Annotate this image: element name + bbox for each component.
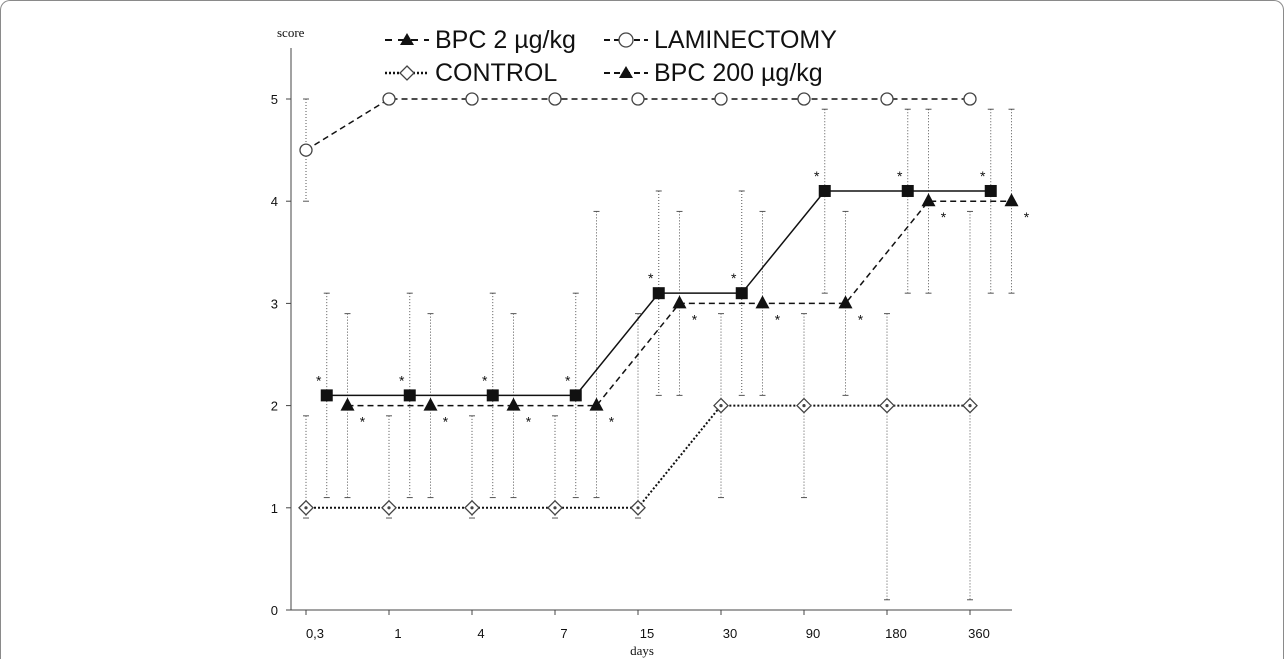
legend-label-bpc2: BPC 2 µg/kg: [435, 26, 576, 54]
bpc2-point: [818, 184, 831, 197]
significance-stars: * * * * * * * * * * * * * * * * * *: [316, 168, 1030, 430]
laminectomy-point: [465, 92, 479, 106]
control-point-center: [636, 506, 640, 510]
significance-star: *: [565, 372, 571, 388]
significance-star: *: [814, 168, 820, 184]
laminectomy-series-line: [305, 98, 970, 151]
bpc2-point: [984, 184, 997, 197]
x-tick-label: 30: [723, 626, 737, 641]
bpc200-point: [921, 193, 936, 207]
control-series-line: [306, 404, 970, 509]
x-tick-label: 15: [640, 626, 654, 641]
y-tick-label: 0: [271, 603, 278, 618]
x-tick-label: 4: [477, 626, 484, 641]
significance-star: *: [692, 311, 698, 327]
bpc200-point: [755, 295, 770, 309]
axes: [290, 48, 1012, 611]
significance-star: *: [1024, 209, 1030, 225]
bpc200-point: [340, 397, 355, 411]
control-point-center: [802, 404, 806, 408]
bpc200-point: [1004, 193, 1019, 207]
x-tick-label: 0,3: [306, 626, 324, 641]
laminectomy-point: [548, 92, 562, 106]
y-tick-label: 1: [271, 501, 278, 516]
laminectomy-point: [631, 92, 645, 106]
control-point-center: [885, 404, 889, 408]
control-point-center: [968, 404, 972, 408]
control-point-center: [553, 506, 557, 510]
legend-marker-bpc200: [619, 66, 633, 78]
y-tick-label: 2: [271, 399, 278, 414]
laminectomy-point: [797, 92, 811, 106]
bpc2-point: [735, 287, 748, 300]
x-tick-label: 1: [394, 626, 401, 641]
bpc200-point: [589, 397, 604, 411]
legend: BPC 2 µg/kg LAMINECTOMY CONTROL BPC 200 µg/…: [385, 26, 837, 87]
bpc200-point: [838, 295, 853, 309]
significance-star: *: [941, 209, 947, 225]
y-tick-label: 4: [271, 194, 278, 209]
error-bars: [303, 98, 1015, 601]
legend-marker-control: [399, 65, 415, 81]
significance-star: *: [731, 270, 737, 286]
legend-label-laminectomy: LAMINECTOMY: [654, 26, 837, 54]
x-axis-title: days: [630, 643, 654, 658]
laminectomy-point: [299, 143, 313, 157]
bpc2-point: [403, 389, 416, 402]
y-axis-title: score: [277, 25, 305, 40]
bpc2-point: [652, 287, 665, 300]
significance-star: *: [897, 168, 903, 184]
x-tick-label: 7: [560, 626, 567, 641]
significance-star: *: [609, 414, 615, 430]
laminectomy-point: [382, 92, 396, 106]
significance-star: *: [399, 372, 405, 388]
y-tick-label: 5: [271, 92, 278, 107]
laminectomy-point: [714, 92, 728, 106]
significance-star: *: [526, 414, 532, 430]
control-point-center: [304, 506, 308, 510]
markers: [298, 92, 1019, 516]
laminectomy-point: [880, 92, 894, 106]
y-tick-label: 3: [271, 296, 278, 311]
significance-star: *: [775, 311, 781, 327]
legend-marker-laminectomy: [618, 32, 634, 48]
significance-star: *: [360, 414, 366, 430]
control-point-center: [719, 404, 723, 408]
x-tick-label: 360: [968, 626, 990, 641]
bpc200-point: [506, 397, 521, 411]
laminectomy-point: [963, 92, 977, 106]
x-tick-label: 90: [806, 626, 820, 641]
bpc2-point: [486, 389, 499, 402]
legend-label-control: CONTROL: [435, 59, 557, 87]
bpc2-point: [569, 389, 582, 402]
bpc200-point: [423, 397, 438, 411]
significance-star: *: [648, 270, 654, 286]
ticks: 0 1 2 3 4 5 0,3 1 4 7 15 30 90 180 360: [271, 92, 990, 641]
significance-star: *: [316, 372, 322, 388]
significance-star: *: [858, 311, 864, 327]
significance-star: *: [980, 168, 986, 184]
bpc2-point: [320, 389, 333, 402]
significance-star: *: [482, 372, 488, 388]
x-tick-label: 180: [885, 626, 907, 641]
significance-star: *: [443, 414, 449, 430]
legend-marker-bpc2: [400, 33, 414, 45]
bpc2-point: [901, 184, 914, 197]
control-point-center: [470, 506, 474, 510]
series-lines: [305, 98, 1012, 509]
legend-label-bpc200: BPC 200 µg/kg: [654, 59, 823, 87]
bpc200-point: [672, 295, 687, 309]
control-point-center: [387, 506, 391, 510]
